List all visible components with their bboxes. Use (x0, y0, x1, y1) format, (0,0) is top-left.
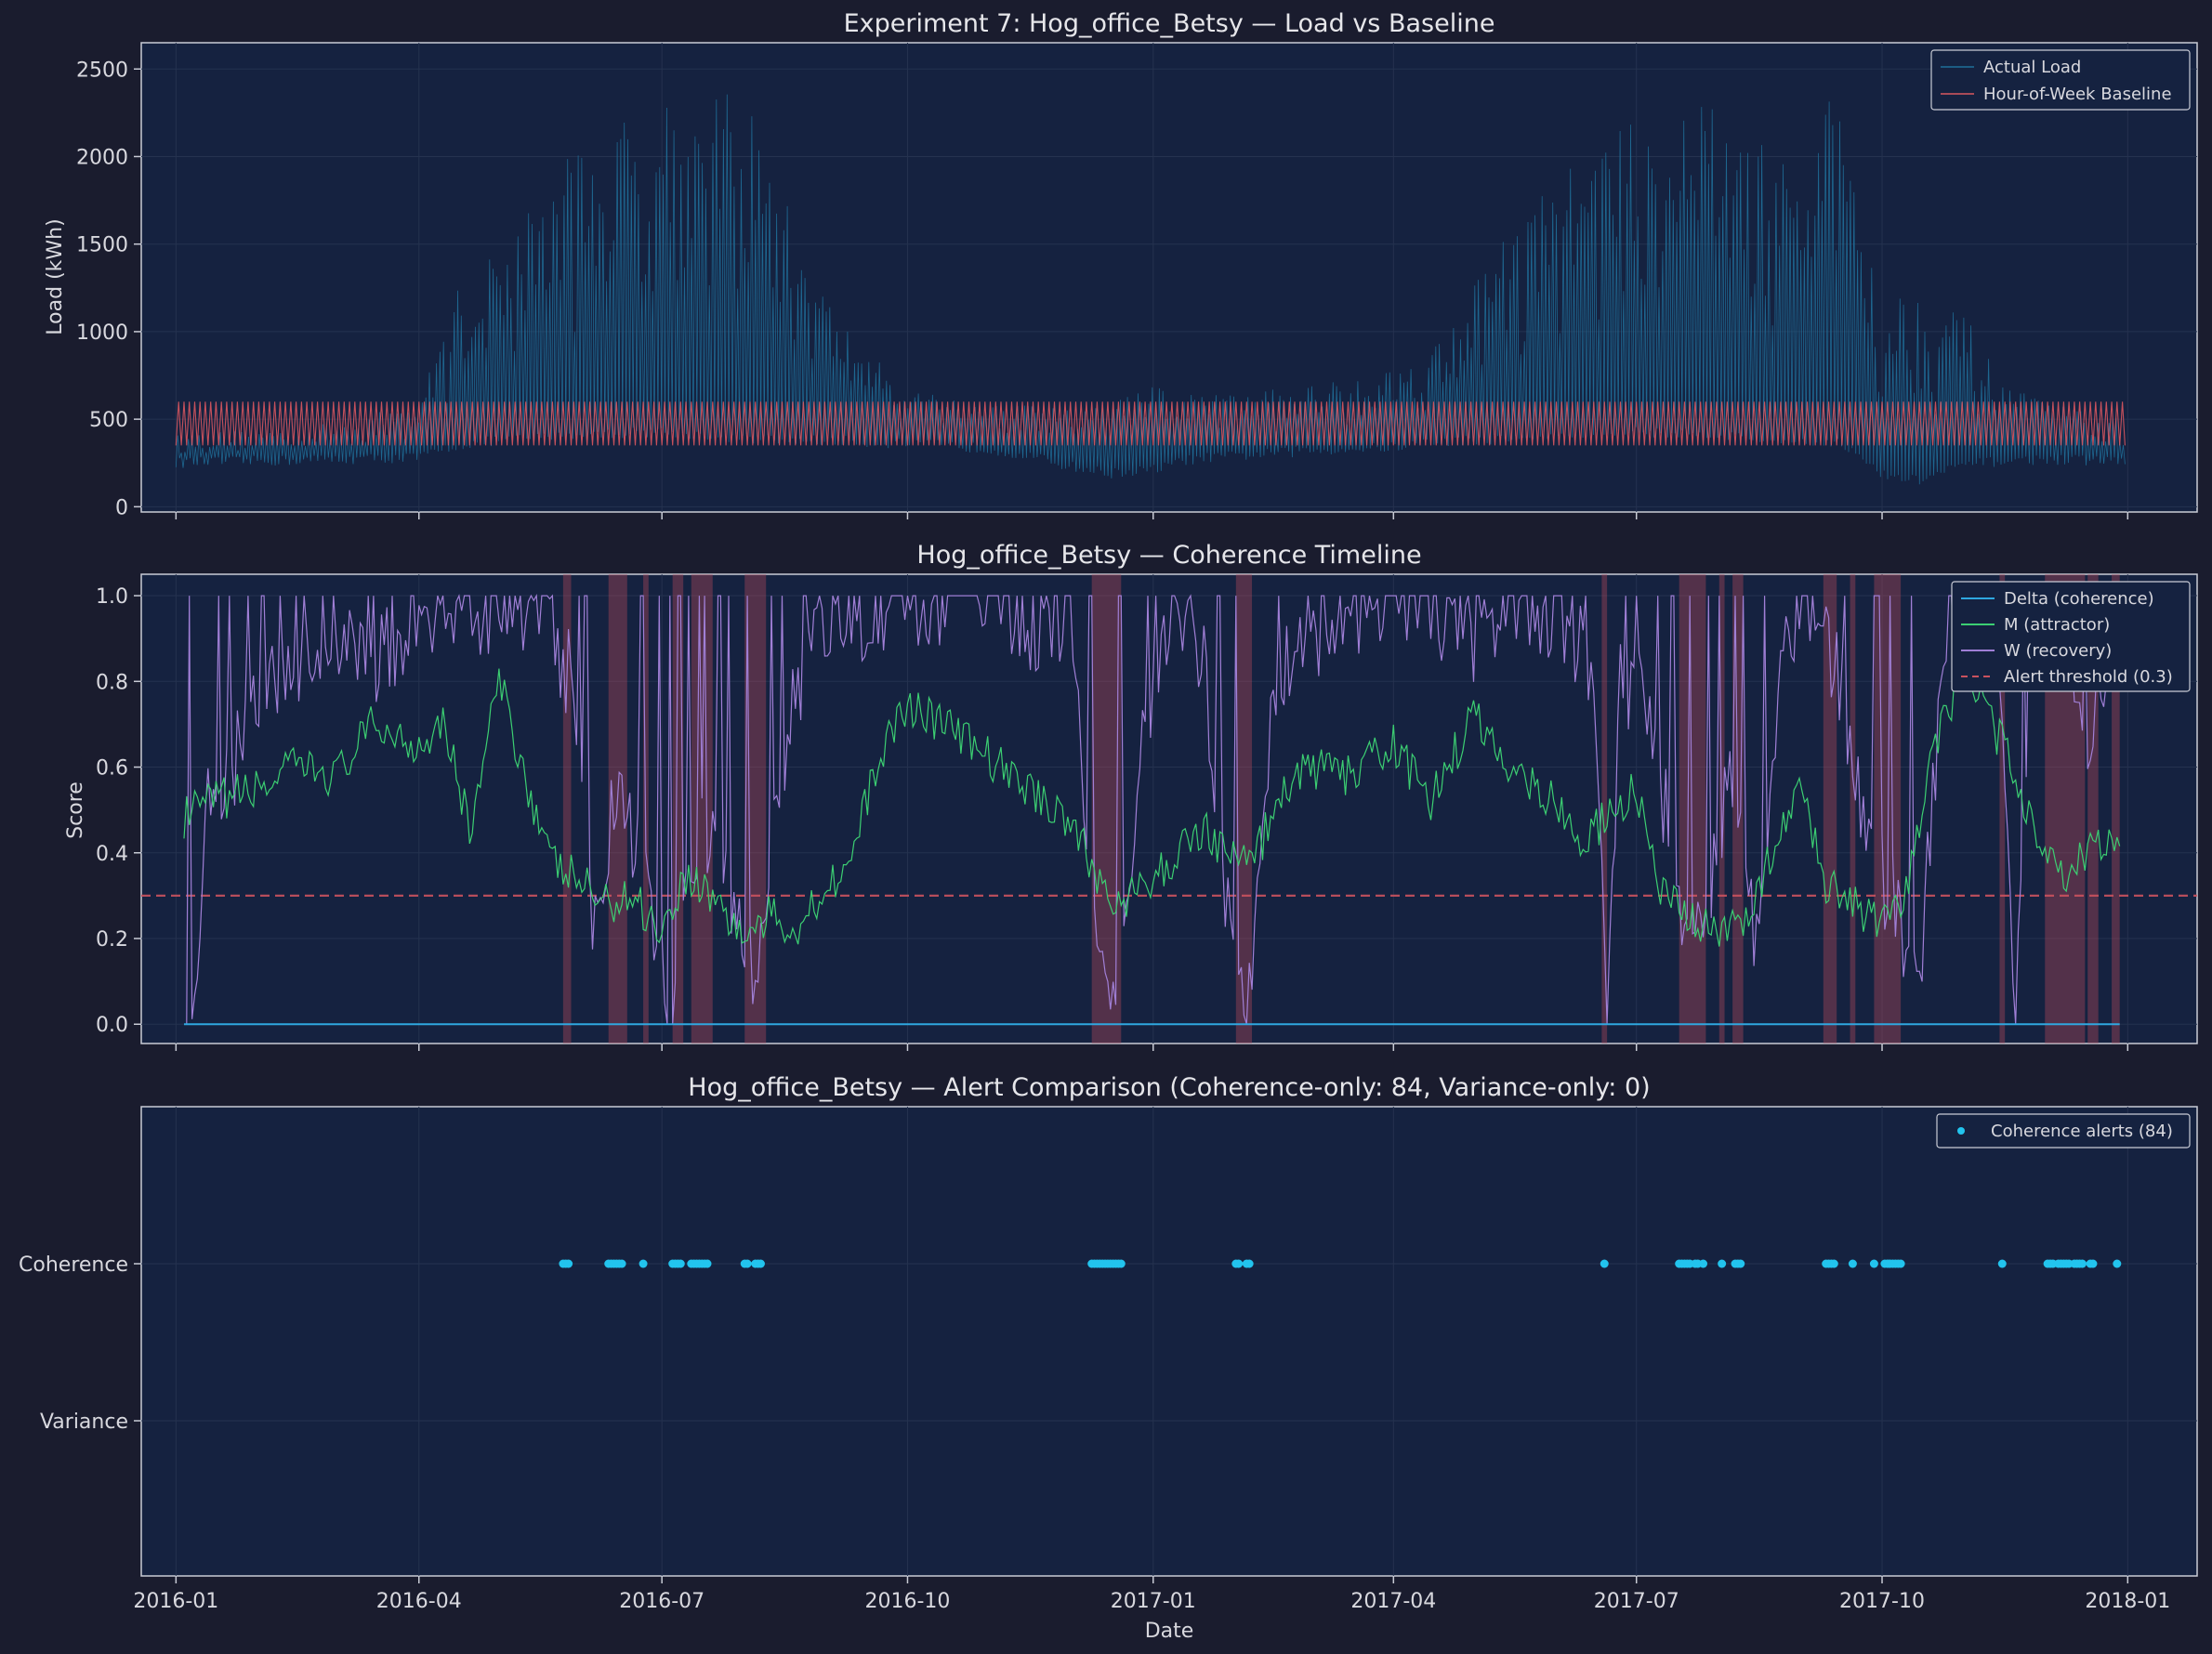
legend-entry: Hour-of-Week Baseline (1983, 85, 2172, 104)
alert-band (1235, 574, 1253, 1044)
coherence-alert-point (1718, 1259, 1727, 1268)
alert-band (1823, 574, 1837, 1044)
x-tick-label: 2017-10 (1839, 1590, 1925, 1613)
coherence-alert-point (2077, 1259, 2087, 1268)
coherence-alert-point (743, 1259, 752, 1268)
alert-band (2112, 574, 2120, 1044)
x-tick-label: 2017-07 (1594, 1590, 1679, 1613)
w-recovery-line (184, 594, 2121, 1025)
y-tick-label: 1.0 (96, 585, 128, 609)
y-tick-label: 0.4 (96, 843, 128, 866)
y-tick-label: 0 (115, 496, 128, 519)
coherence-alert-point (703, 1259, 712, 1268)
coherence-alert-point (639, 1259, 648, 1268)
alert-band (1874, 574, 1902, 1044)
alert-band (1999, 574, 2006, 1044)
x-tick-label: 2016-01 (133, 1590, 218, 1613)
x-tick-label: 2016-10 (865, 1590, 951, 1613)
legend-entry: Actual Load (1983, 58, 2081, 77)
y-tick-label: Coherence (19, 1254, 128, 1277)
alert-band (562, 574, 572, 1044)
alert-band (608, 574, 627, 1044)
coherence-alert-point (1896, 1259, 1905, 1268)
legend-entry: W (recovery) (2004, 641, 2112, 661)
load-legend (1930, 49, 2191, 111)
coherence-panel: Hog_office_Betsy — Coherence Timeline Sc… (64, 541, 2198, 1044)
coherence-ylabel: Score (64, 781, 87, 839)
coherence-alert-point (756, 1259, 765, 1268)
coherence-alert-point (1244, 1259, 1254, 1268)
load-ylabel: Load (kWh) (44, 218, 67, 335)
y-tick-label: 1500 (76, 234, 128, 257)
coherence-alert-point (2113, 1259, 2122, 1268)
y-tick-label: 0.2 (96, 928, 128, 952)
x-tick-label: 2017-04 (1350, 1590, 1436, 1613)
coherence-alert-point (1234, 1259, 1244, 1268)
x-tick-label: 2018-01 (2085, 1590, 2170, 1613)
alert-legend (1936, 1113, 2191, 1149)
coherence-alert-point (1848, 1259, 1857, 1268)
alert-band (2087, 574, 2099, 1044)
alert-title: Hog_office_Betsy — Alert Comparison (Coh… (688, 1073, 1650, 1102)
x-tick-label: 2016-07 (619, 1590, 704, 1613)
coherence-alert-point (617, 1259, 626, 1268)
alert-band (1679, 574, 1706, 1044)
x-tick-label: 2017-01 (1111, 1590, 1196, 1613)
legend-entry: Delta (coherence) (2004, 589, 2154, 609)
y-tick-label: Variance (40, 1411, 128, 1434)
alert-xlabel: Date (1145, 1620, 1194, 1643)
coherence-alert-point (1829, 1259, 1838, 1268)
alert-band (672, 574, 684, 1044)
load-title: Experiment 7: Hog_office_Betsy — Load vs… (844, 9, 1495, 38)
legend-swatch (1957, 1127, 1965, 1135)
coherence-plot-area (140, 573, 2198, 1044)
y-tick-label: 2000 (76, 146, 128, 169)
x-tick-label: 2016-04 (376, 1590, 462, 1613)
coherence-alert-point (1116, 1259, 1126, 1268)
y-tick-label: 2500 (76, 59, 128, 82)
coherence-alert-point (676, 1259, 685, 1268)
legend-entry: Alert threshold (0.3) (2004, 667, 2173, 687)
coherence-legend (1951, 581, 2191, 692)
m-attractor-line (183, 665, 2121, 947)
baseline-line (175, 401, 2126, 446)
alert-plot-area (140, 1106, 2198, 1577)
coherence-alert-point (1600, 1259, 1609, 1268)
y-tick-label: 0.0 (96, 1014, 128, 1037)
legend-entry: Coherence alerts (84) (1991, 1122, 2173, 1141)
alert-band (691, 574, 713, 1044)
alert-band (1601, 574, 1608, 1044)
coherence-title: Hog_office_Betsy — Coherence Timeline (916, 541, 1421, 570)
coherence-alert-point (1736, 1259, 1745, 1268)
coherence-alert-point (564, 1259, 573, 1268)
alert-band (1850, 574, 1856, 1044)
coherence-alert-point (1997, 1259, 2007, 1268)
y-tick-label: 500 (89, 409, 128, 432)
y-tick-label: 0.8 (96, 671, 128, 694)
coherence-alert-point (1699, 1259, 1708, 1268)
y-tick-label: 1000 (76, 322, 128, 345)
coherence-alert-point (1869, 1259, 1878, 1268)
coherence-alert-point (2088, 1259, 2098, 1268)
legend-entry: M (attractor) (2004, 615, 2110, 635)
actual-load-line (175, 94, 2126, 485)
alert-panel: Hog_office_Betsy — Alert Comparison (Coh… (140, 1073, 2198, 1643)
y-tick-label: 0.6 (96, 757, 128, 781)
